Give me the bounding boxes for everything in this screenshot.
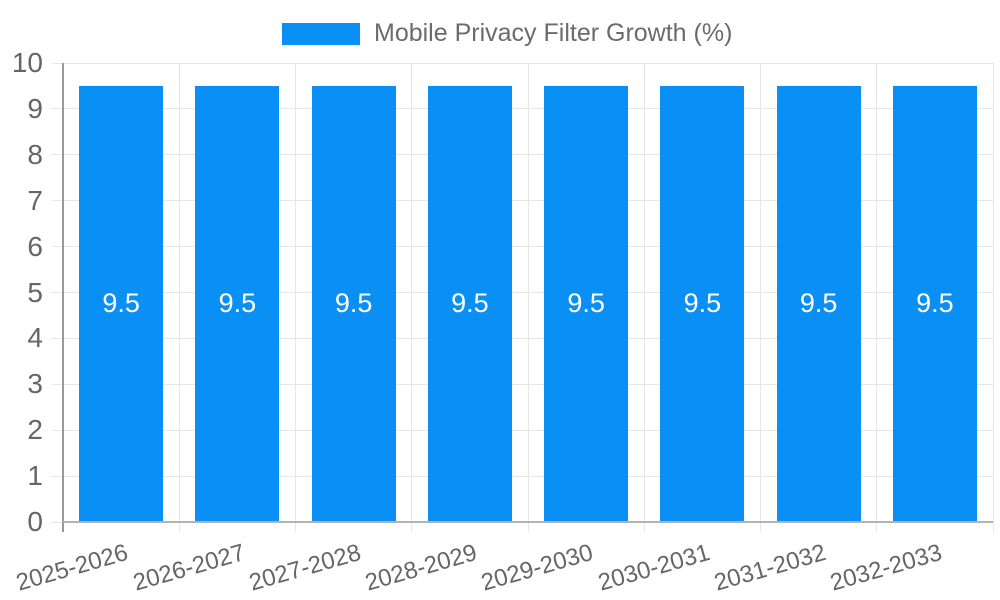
bar: 9.5 <box>892 85 977 522</box>
x-tick-label: 2027-2028 <box>246 539 364 597</box>
bar-value-label: 9.5 <box>799 288 838 319</box>
y-tick-mark <box>52 383 62 385</box>
bar: 9.5 <box>79 85 164 522</box>
bar: 9.5 <box>195 85 280 522</box>
bar-value-label: 9.5 <box>683 288 722 319</box>
y-tick-mark <box>52 292 62 293</box>
x-tick-label: 2031-2032 <box>711 539 829 597</box>
y-tick-label: 6 <box>27 230 43 262</box>
y-tick-label: 5 <box>27 276 43 308</box>
y-tick-label: 4 <box>27 322 43 354</box>
x-tick-mark <box>178 522 180 532</box>
y-tick-mark <box>52 200 62 202</box>
y-tick-label: 8 <box>27 138 43 170</box>
v-gridline <box>876 63 878 522</box>
bar-value-label: 9.5 <box>451 288 489 319</box>
y-tick-mark <box>52 521 62 523</box>
y-tick-label: 9 <box>27 92 43 124</box>
bar: 9.5 <box>427 85 512 522</box>
bar: 9.5 <box>776 85 861 522</box>
plot-area: 9.5 9.5 9.5 9.5 9.5 9.5 9.5 9.5 <box>52 62 994 532</box>
x-tick-label: 2028-2029 <box>362 539 481 597</box>
x-tick-mark <box>643 522 645 532</box>
bar-value-label: 9.5 <box>102 288 140 319</box>
y-tick-label: 2 <box>27 414 43 446</box>
y-tick-mark <box>52 337 62 339</box>
y-tick-label: 10 <box>11 47 43 78</box>
x-tick-label: 2032-2033 <box>827 539 946 597</box>
y-tick-mark <box>52 246 62 248</box>
y-tick-label: 3 <box>27 368 43 400</box>
y-tick-label: 0 <box>27 506 43 537</box>
v-gridline <box>178 63 180 522</box>
y-tick-mark <box>52 429 62 431</box>
x-tick-label: 2030-2031 <box>594 539 713 597</box>
v-gridline <box>295 63 296 522</box>
bar-value-label: 9.5 <box>218 288 257 319</box>
y-axis-line <box>62 63 64 532</box>
x-tick-mark <box>527 522 529 532</box>
bar: 9.5 <box>660 85 745 522</box>
bar: 9.5 <box>311 85 396 522</box>
v-gridline <box>992 63 994 522</box>
x-tick-label: 2029-2030 <box>478 539 597 597</box>
legend-label: Mobile Privacy Filter Growth (%) <box>374 19 733 47</box>
y-tick-label: 7 <box>27 184 43 216</box>
x-tick-mark <box>992 522 994 532</box>
x-tick-label: 2025-2026 <box>13 539 132 597</box>
y-tick-label: 1 <box>27 460 43 492</box>
x-axis-line <box>63 521 993 523</box>
legend-swatch <box>282 22 360 45</box>
bar-value-label: 9.5 <box>334 288 373 319</box>
v-gridline <box>527 63 529 522</box>
v-gridline <box>411 63 413 522</box>
bar-value-label: 9.5 <box>567 288 605 319</box>
y-tick-mark <box>52 154 62 156</box>
x-tick-label: 2026-2027 <box>129 539 248 597</box>
chart-legend[interactable]: Mobile Privacy Filter Growth (%) <box>282 21 732 46</box>
y-tick-mark <box>52 62 62 64</box>
v-gridline <box>760 63 761 522</box>
bar: 9.5 <box>544 85 629 522</box>
x-tick-mark <box>760 522 761 532</box>
x-tick-mark <box>876 522 878 532</box>
x-tick-mark <box>411 522 413 532</box>
bar-value-label: 9.5 <box>916 288 954 319</box>
x-tick-mark <box>295 522 296 532</box>
v-gridline <box>643 63 645 522</box>
y-tick-mark <box>52 475 62 477</box>
y-tick-mark <box>52 108 62 110</box>
